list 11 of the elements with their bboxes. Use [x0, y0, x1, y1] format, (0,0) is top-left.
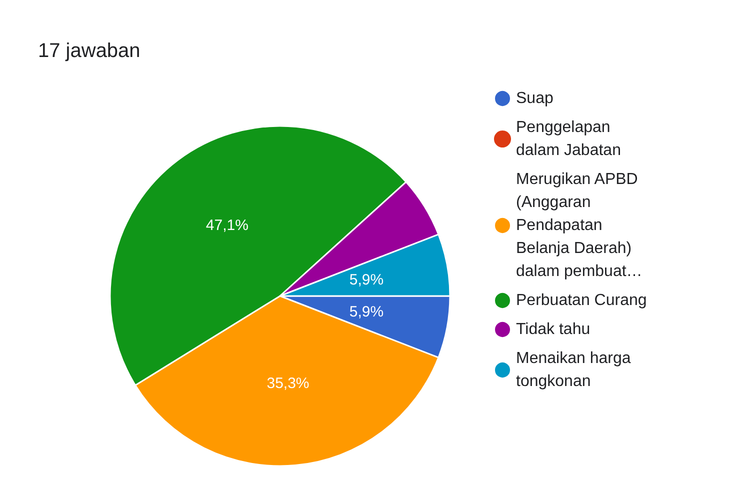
- legend-label: Penggelapan dalam Jabatan: [516, 119, 621, 159]
- legend-label: Tidak tahu: [516, 321, 590, 338]
- data-label: 35,3%: [266, 375, 310, 392]
- legend-label: Menaikan harga tongkonan: [516, 350, 636, 390]
- legend-label: Perbuatan Curang: [516, 292, 647, 309]
- chart-title: 17 jawaban: [38, 40, 140, 62]
- data-label: 5,9%: [349, 304, 384, 321]
- data-label: 47,1%: [206, 217, 248, 234]
- legend-label: Merugikan APBD (Anggaran Pendapatan Belanja Daerah) dalam pembuat…: [516, 171, 642, 280]
- data-label: 5,9%: [349, 271, 384, 288]
- legend-label: Suap: [516, 90, 554, 107]
